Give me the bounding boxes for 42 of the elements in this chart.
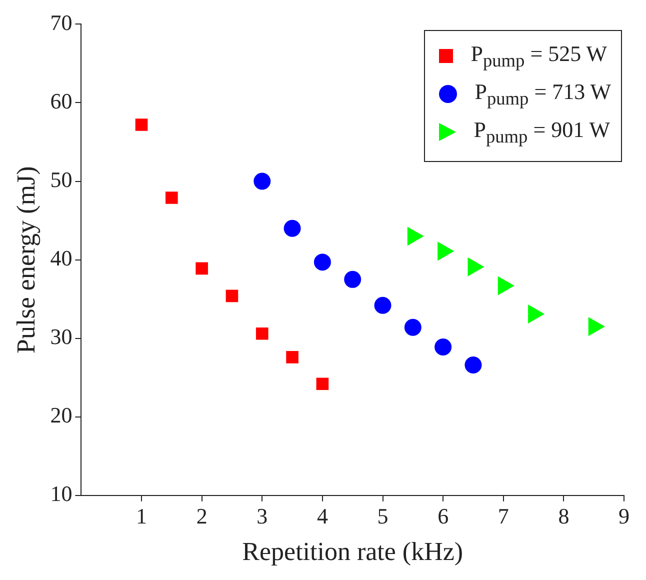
y-tick-label: 50	[50, 167, 72, 192]
y-tick-label: 30	[50, 324, 72, 350]
point	[404, 318, 422, 336]
y-tick-label: 70	[50, 10, 72, 35]
x-tick-label: 7	[498, 503, 509, 528]
point	[286, 351, 298, 364]
x-tick-label: 6	[438, 503, 449, 528]
point	[438, 242, 454, 260]
x-tick-label: 4	[316, 503, 328, 528]
point	[528, 304, 544, 324]
legend-label: P$_{pump}$ = 713 W	[474, 78, 611, 110]
point	[344, 270, 362, 288]
y-axis-title: Pulse energy (mJ)	[11, 166, 40, 354]
point	[464, 356, 482, 374]
point	[407, 227, 424, 246]
point	[588, 317, 604, 336]
x-tick-label: 9	[618, 503, 630, 528]
point	[166, 192, 178, 204]
point	[468, 258, 484, 276]
point	[135, 118, 148, 131]
point	[498, 276, 514, 295]
point	[254, 172, 271, 190]
point	[434, 338, 452, 356]
point	[316, 378, 329, 390]
x-tick-label: 5	[377, 503, 388, 528]
x-axis-title: Repetition rate (kHz)	[242, 537, 464, 566]
y-tick-label: 60	[50, 88, 72, 114]
y-tick-label: 20	[50, 402, 72, 428]
x-tick-label: 3	[256, 503, 268, 528]
x-tick-label: 1	[136, 503, 148, 528]
x-tick-label: 2	[196, 503, 208, 528]
point	[374, 296, 392, 314]
point	[226, 290, 238, 302]
x-tick-label: 8	[558, 503, 570, 528]
y-tick-label: 40	[50, 246, 72, 271]
point	[196, 262, 208, 275]
point	[284, 220, 301, 237]
point	[314, 254, 331, 271]
legend-label: P$_{pump}$ = 901 W	[474, 116, 610, 148]
point	[256, 327, 268, 340]
y-tick-label: 10	[50, 481, 72, 506]
legend-label: P$_{pump}$ = 525 W	[470, 40, 607, 72]
